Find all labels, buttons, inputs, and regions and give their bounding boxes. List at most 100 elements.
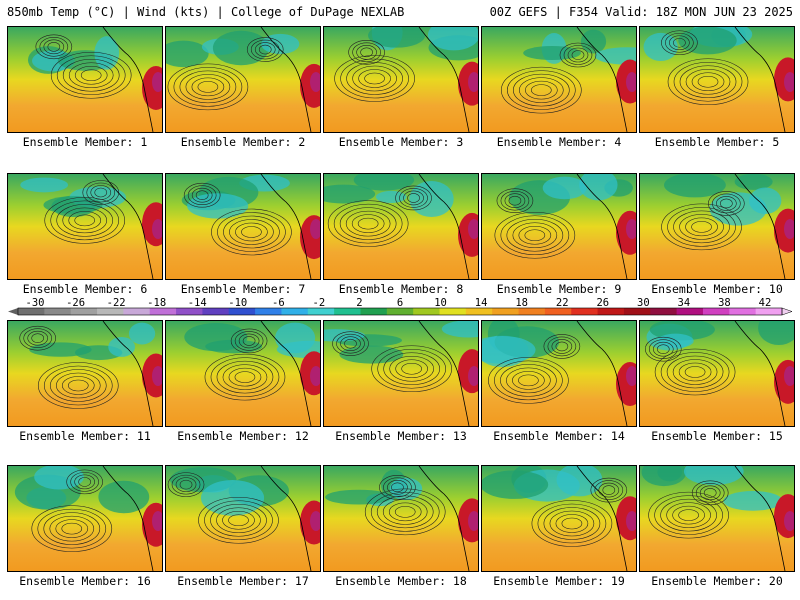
- temperature-map: [323, 320, 479, 427]
- colorbar-swatch: [571, 308, 599, 315]
- height-contour: [352, 42, 381, 63]
- colorbar-swatch: [228, 308, 256, 315]
- height-contour: [345, 210, 391, 237]
- map-graphic: [482, 321, 636, 426]
- height-contour: [47, 41, 61, 52]
- height-contour: [67, 379, 89, 392]
- height-contour: [531, 500, 613, 547]
- height-contour: [230, 328, 268, 354]
- coastline: [734, 466, 786, 571]
- colorbar-tick-label: 10: [434, 297, 447, 309]
- height-contour: [238, 333, 260, 349]
- height-contour: [344, 338, 357, 349]
- coastline: [102, 321, 154, 426]
- temperature-map: [639, 465, 795, 572]
- hot-core: [784, 366, 794, 386]
- height-contour: [171, 474, 201, 495]
- colorbar-tick-label: 14: [475, 297, 488, 309]
- height-contour: [678, 509, 699, 521]
- cool-anomaly: [261, 33, 300, 55]
- height-contour: [360, 47, 373, 58]
- colorbar-tick-label: 2: [356, 297, 362, 309]
- map-graphic: [8, 321, 162, 426]
- hot-core: [626, 219, 636, 239]
- cool-anomaly: [643, 32, 678, 62]
- map-graphic: [166, 466, 320, 571]
- cool-anomaly: [324, 184, 376, 204]
- height-contour: [55, 372, 101, 399]
- temperature-map: [481, 26, 637, 133]
- height-contour: [68, 211, 102, 230]
- temperature-map: [165, 465, 321, 572]
- height-contour: [191, 187, 213, 203]
- height-contour: [383, 352, 440, 386]
- height-contour: [179, 479, 193, 490]
- height-contour: [648, 339, 678, 359]
- cool-anomaly: [187, 193, 249, 219]
- height-contour: [666, 502, 711, 528]
- height-contour: [74, 474, 95, 490]
- temperature-map: [481, 173, 637, 280]
- cool-anomaly: [678, 27, 737, 55]
- cool-anomaly: [325, 489, 393, 505]
- hot-core: [468, 366, 478, 386]
- warm-anomaly: [458, 498, 478, 543]
- height-contour: [376, 495, 434, 529]
- height-contour: [656, 344, 670, 354]
- height-contour: [699, 485, 721, 501]
- height-contour: [235, 222, 268, 242]
- height-contour: [346, 62, 403, 95]
- cool-anomaly: [108, 336, 135, 357]
- colorbar-swatch: [386, 308, 414, 315]
- colorbar-graphic: -30 -26 -22 -18 -14 -10 -6 -2 2 6 10 14 18 22 26 30 34 38…: [8, 297, 793, 316]
- colorbar-swatch: [492, 308, 520, 315]
- member-caption: Ensemble Member: 1: [22, 135, 148, 149]
- height-contour: [223, 215, 280, 249]
- height-contour: [351, 214, 385, 233]
- map-graphic: [324, 466, 478, 571]
- cool-anomaly: [734, 174, 773, 190]
- map-graphic: [482, 174, 636, 279]
- height-contour: [62, 58, 120, 92]
- height-contour: [19, 325, 57, 351]
- hot-core: [784, 511, 794, 531]
- height-contour: [74, 214, 96, 227]
- hot-core: [784, 72, 794, 92]
- temperature-map: [323, 26, 479, 133]
- height-contour: [371, 345, 452, 393]
- hot-core: [626, 366, 636, 386]
- colorbar-tick-label: -2: [313, 297, 326, 309]
- hot-core: [310, 219, 320, 239]
- colorbar-swatch: [255, 308, 282, 315]
- height-contour: [500, 190, 530, 211]
- hot-core: [468, 511, 478, 531]
- colorbar-tick-label: -10: [228, 297, 247, 309]
- map-graphic: [166, 174, 320, 279]
- height-contour: [61, 376, 95, 395]
- cool-anomaly: [128, 322, 156, 345]
- colorbar-swatch: [413, 308, 441, 315]
- height-contour: [56, 204, 114, 237]
- coastline: [418, 466, 470, 571]
- height-contour: [654, 348, 736, 396]
- colorbar-swatch: [307, 308, 335, 315]
- height-contour: [549, 510, 595, 537]
- temperature-map: [165, 173, 321, 280]
- height-contour: [228, 367, 262, 387]
- hot-core: [784, 219, 794, 239]
- height-contour: [388, 502, 422, 522]
- height-contour: [364, 488, 446, 536]
- cool-anomaly: [482, 470, 549, 499]
- height-contour: [500, 215, 570, 256]
- height-contour: [333, 203, 403, 244]
- height-contour: [506, 367, 551, 394]
- temperature-map: [639, 26, 795, 133]
- height-contour: [594, 480, 624, 500]
- height-contour: [332, 331, 369, 356]
- member-caption: Ensemble Member: 3: [338, 135, 464, 149]
- height-contour: [250, 39, 280, 60]
- height-contour: [666, 355, 724, 389]
- temperature-map: [7, 465, 163, 572]
- colorbar-tick-label: -14: [188, 297, 207, 309]
- colorbar-tick-label: -30: [26, 297, 45, 309]
